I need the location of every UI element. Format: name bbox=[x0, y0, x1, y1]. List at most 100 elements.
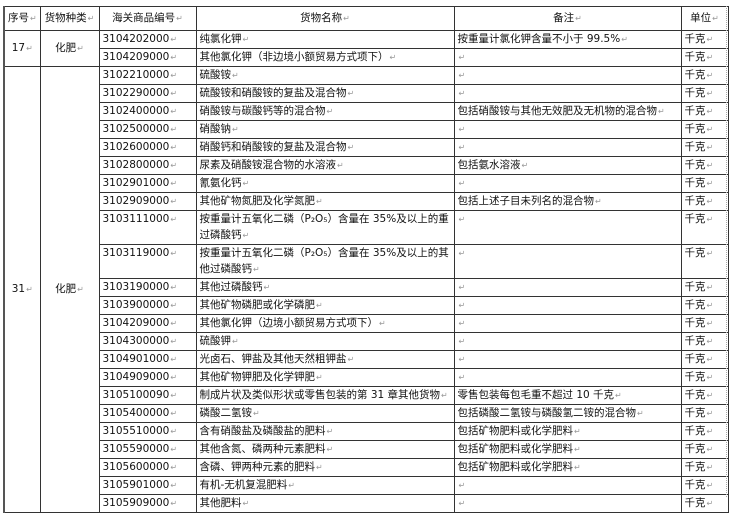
table-row: 3103900000其他矿物磷肥或化学磷肥 千克 bbox=[4, 296, 729, 315]
unit-cell: 千克 bbox=[680, 386, 729, 405]
name-cell: 其他过磷酸钙 bbox=[195, 278, 455, 297]
table-row: 3104901000光卤石、钾盐及其他天然粗钾盐 千克 bbox=[4, 350, 729, 369]
table-row: 3102500000硝酸钠 千克 bbox=[4, 120, 729, 139]
name-cell: 硝酸钙和硝酸铵的复盐及混合物 bbox=[195, 138, 455, 157]
note-cell bbox=[453, 84, 682, 103]
name-cell: 含磷、钾两种元素的肥料 bbox=[195, 458, 455, 477]
code-cell: 3105909000 bbox=[98, 494, 197, 513]
unit-cell: 千克 bbox=[680, 296, 729, 315]
table-row: 3102909000其他矿物氮肥及化学氮肥包括上述子目未列名的混合物千克 bbox=[4, 192, 729, 211]
header-code: 海关商品编号 bbox=[98, 6, 197, 31]
name-cell: 硫酸铵和硝酸铵的复盐及混合物 bbox=[195, 84, 455, 103]
unit-cell: 千克 bbox=[680, 174, 729, 193]
code-cell: 3103900000 bbox=[98, 296, 197, 315]
seq-cell: 17 bbox=[3, 30, 41, 67]
code-cell: 3104209000 bbox=[98, 314, 197, 333]
name-cell: 其他矿物钾肥及化学钾肥 bbox=[195, 368, 455, 387]
unit-cell: 千克 bbox=[680, 494, 729, 513]
unit-cell: 千克 bbox=[680, 422, 729, 441]
note-cell: 包括矿物肥料或化学肥料 bbox=[453, 440, 682, 459]
unit-cell: 千克 bbox=[680, 30, 729, 49]
name-cell: 光卤石、钾盐及其他天然粗钾盐 bbox=[195, 350, 455, 369]
name-cell: 其他含氮、磷两种元素肥料 bbox=[195, 440, 455, 459]
seq-cell: 31 bbox=[3, 66, 41, 513]
name-cell: 按重量计五氧化二磷（P₂O₅）含量在 35%及以上的重过磷酸钙 bbox=[195, 210, 455, 245]
note-cell bbox=[453, 120, 682, 139]
code-cell: 3103190000 bbox=[98, 278, 197, 297]
name-cell: 其他氯化钾（非边境小额贸易方式项下） bbox=[195, 48, 455, 67]
note-cell bbox=[453, 66, 682, 85]
table-row: 3102400000硝酸铵与碳酸钙等的混合物包括硝酸铵与其他无效肥及无机物的混合… bbox=[4, 102, 729, 121]
header-row: 序号 货物种类 海关商品编号 货物名称 备注 单位 bbox=[3, 6, 729, 31]
name-cell: 其他矿物磷肥或化学磷肥 bbox=[195, 296, 455, 315]
note-cell bbox=[453, 174, 682, 193]
code-cell: 3104202000 bbox=[98, 30, 197, 49]
header-note: 备注 bbox=[453, 6, 682, 31]
code-cell: 3102500000 bbox=[98, 120, 197, 139]
unit-cell: 千克 bbox=[680, 138, 729, 157]
note-cell bbox=[453, 494, 682, 513]
unit-cell: 千克 bbox=[680, 156, 729, 175]
code-cell: 3103119000 bbox=[98, 244, 197, 279]
note-cell bbox=[453, 296, 682, 315]
name-cell: 硫酸铵 bbox=[195, 66, 455, 85]
name-cell: 有机-无机复混肥料 bbox=[195, 476, 455, 495]
table-row: 3104209000其他氯化钾（非边境小额贸易方式项下） 千克 bbox=[4, 48, 729, 67]
category-cell: 化肥 bbox=[39, 30, 100, 67]
table-row: 3103119000按重量计五氧化二磷（P₂O₅）含量在 35%及以上的其他过磷… bbox=[4, 244, 729, 279]
table-row: 3105100090制成片状及类似形状或零售包装的第 31 章其他货物零售包装每… bbox=[4, 386, 729, 405]
note-cell: 包括磷酸二氢铵与磷酸氢二铵的混合物 bbox=[453, 404, 682, 423]
name-cell: 按重量计五氧化二磷（P₂O₅）含量在 35%及以上的其他过磷酸钙 bbox=[195, 244, 455, 279]
code-cell: 3102290000 bbox=[98, 84, 197, 103]
table-row: 3105600000含磷、钾两种元素的肥料包括矿物肥料或化学肥料千克 bbox=[4, 458, 729, 477]
table-row: 3102290000硫酸铵和硝酸铵的复盐及混合物 千克 bbox=[4, 84, 729, 103]
unit-cell: 千克 bbox=[680, 404, 729, 423]
note-cell bbox=[453, 314, 682, 333]
code-cell: 3105901000 bbox=[98, 476, 197, 495]
unit-cell: 千克 bbox=[680, 332, 729, 351]
unit-cell: 千克 bbox=[680, 476, 729, 495]
code-cell: 3102600000 bbox=[98, 138, 197, 157]
code-cell: 3102210000 bbox=[98, 66, 197, 85]
name-cell: 尿素及硝酸铵混合物的水溶液 bbox=[195, 156, 455, 175]
code-cell: 3102901000 bbox=[98, 174, 197, 193]
code-cell: 3102909000 bbox=[98, 192, 197, 211]
code-cell: 3105590000 bbox=[98, 440, 197, 459]
code-cell: 3104901000 bbox=[98, 350, 197, 369]
table-row: 3105909000其他肥料 千克 bbox=[4, 494, 729, 513]
name-cell: 其他氯化钾（边境小额贸易方式项下） bbox=[195, 314, 455, 333]
header-seq: 序号 bbox=[3, 6, 41, 31]
unit-cell: 千克 bbox=[680, 314, 729, 333]
code-cell: 3105600000 bbox=[98, 458, 197, 477]
unit-cell: 千克 bbox=[680, 278, 729, 297]
note-cell bbox=[453, 210, 682, 245]
code-cell: 3102400000 bbox=[98, 102, 197, 121]
header-unit: 单位 bbox=[680, 6, 729, 31]
code-cell: 3104209000 bbox=[98, 48, 197, 67]
name-cell: 其他肥料 bbox=[195, 494, 455, 513]
note-cell bbox=[453, 278, 682, 297]
header-name: 货物名称 bbox=[195, 6, 455, 31]
code-cell: 3102800000 bbox=[98, 156, 197, 175]
fertilizer-table: 序号 货物种类 海关商品编号 货物名称 备注 单位 17化肥3104202000… bbox=[3, 6, 729, 513]
note-cell: 包括矿物肥料或化学肥料 bbox=[453, 458, 682, 477]
name-cell: 硫酸钾 bbox=[195, 332, 455, 351]
name-cell: 制成片状及类似形状或零售包装的第 31 章其他货物 bbox=[195, 386, 455, 405]
unit-cell: 千克 bbox=[680, 192, 729, 211]
table-row: 3105400000磷酸二氢铵包括磷酸二氢铵与磷酸氢二铵的混合物千克 bbox=[4, 404, 729, 423]
unit-cell: 千克 bbox=[680, 458, 729, 477]
name-cell: 磷酸二氢铵 bbox=[195, 404, 455, 423]
header-category: 货物种类 bbox=[39, 6, 100, 31]
unit-cell: 千克 bbox=[680, 350, 729, 369]
name-cell: 纯氯化钾 bbox=[195, 30, 455, 49]
table-row: 3103111000按重量计五氧化二磷（P₂O₅）含量在 35%及以上的重过磷酸… bbox=[4, 210, 729, 245]
table-row: 3105510000含有硝酸盐及磷酸盐的肥料包括矿物肥料或化学肥料千克 bbox=[4, 422, 729, 441]
note-cell: 零售包装每包毛重不超过 10 千克 bbox=[453, 386, 682, 405]
name-cell: 硝酸铵与碳酸钙等的混合物 bbox=[195, 102, 455, 121]
table-row: 3104209000其他氯化钾（边境小额贸易方式项下） 千克 bbox=[4, 314, 729, 333]
name-cell: 硝酸钠 bbox=[195, 120, 455, 139]
code-cell: 3105100090 bbox=[98, 386, 197, 405]
table-row: 3104909000其他矿物钾肥及化学钾肥 千克 bbox=[4, 368, 729, 387]
note-cell: 包括矿物肥料或化学肥料 bbox=[453, 422, 682, 441]
code-cell: 3105400000 bbox=[98, 404, 197, 423]
